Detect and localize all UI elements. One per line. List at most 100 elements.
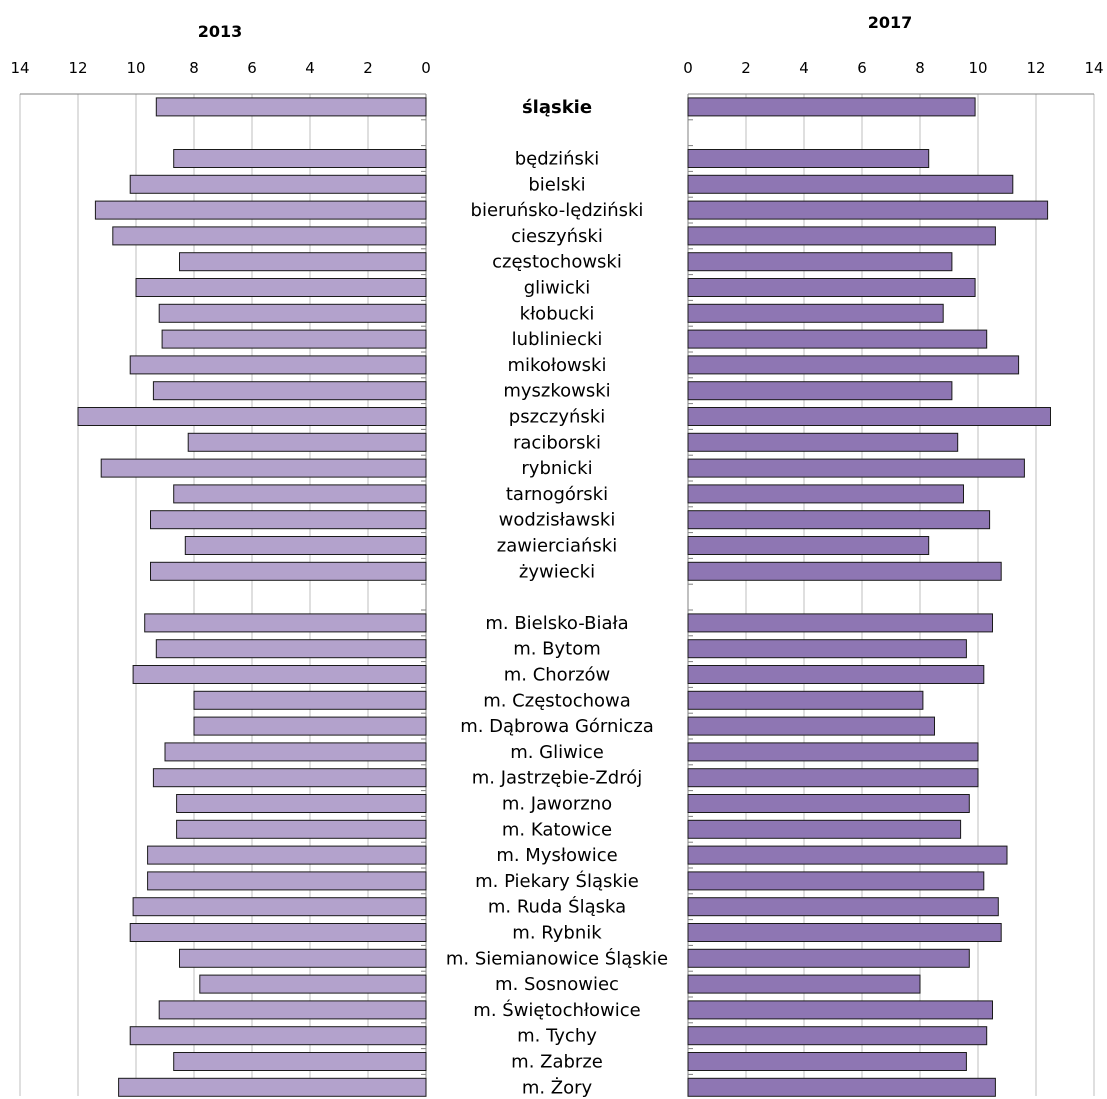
bar-2017 [687, 252, 953, 272]
right-x-tick-label: 2 [741, 59, 751, 77]
category-label: raciborski [513, 432, 601, 453]
category-label: tarnogórski [506, 484, 608, 505]
right-x-tick-label: 0 [683, 59, 693, 77]
bar-2013 [129, 1026, 427, 1046]
bar-2013 [129, 174, 427, 194]
bar-2013 [176, 794, 427, 813]
bar-2017 [687, 897, 999, 917]
bar-2013 [129, 355, 427, 375]
bar-2017 [687, 484, 964, 504]
bar-2013 [158, 1000, 427, 1020]
category-label: śląskie [522, 97, 592, 118]
bar-2013 [179, 252, 427, 272]
bar-2017 [687, 303, 944, 323]
bar-2013 [77, 407, 427, 426]
right-panel-title: 2017 [868, 13, 913, 32]
bar-2017 [687, 407, 1051, 426]
bar-2013 [118, 1077, 427, 1097]
category-label: m. Jastrzębie-Zdrój [472, 768, 642, 789]
bar-2017 [687, 226, 996, 246]
left-x-tick-label: 12 [68, 59, 87, 77]
bar-2013 [164, 742, 427, 762]
bar-2013 [144, 613, 427, 633]
bar-2013 [176, 819, 427, 839]
category-label: m. Bielsko-Biała [485, 613, 628, 634]
category-label: m. Ruda Śląska [488, 896, 626, 918]
right-x-tick-label: 6 [857, 59, 867, 77]
category-label: m. Gliwice [510, 742, 604, 763]
right-x-tick-label: 8 [915, 59, 925, 77]
bar-2017 [687, 845, 1008, 865]
bar-2013 [147, 845, 427, 865]
labels: 0 0 2 2 4 4 6 6 8 8 10 10 12 12 14 14 2013 2017 śląskie będ… [10, 13, 1103, 1098]
category-label: myszkowski [503, 381, 610, 402]
bar-2017 [687, 923, 1002, 942]
category-label: zawierciański [497, 536, 617, 557]
bar-2013 [100, 458, 427, 478]
bar-2017 [687, 278, 976, 297]
category-label: częstochowski [492, 252, 622, 273]
category-label: m. Świętochłowice [473, 999, 640, 1021]
axes [20, 93, 1094, 1075]
bar-2013 [132, 897, 427, 917]
right-x-tick-label: 4 [799, 59, 809, 77]
bar-2017 [687, 613, 993, 633]
bar-2013 [152, 768, 427, 788]
category-label: m. Mysłowice [496, 845, 617, 866]
bar-2017 [687, 1077, 996, 1097]
bar-2017 [687, 200, 1049, 220]
bar-2013 [152, 381, 427, 401]
category-label: bieruńsko-lędziński [471, 200, 644, 221]
bar-2017 [687, 355, 1020, 375]
bar-2013 [199, 974, 427, 994]
category-label: żywiecki [519, 561, 595, 582]
category-label: mikołowski [508, 355, 607, 376]
bar-2013 [193, 716, 427, 736]
left-x-tick-label: 2 [363, 59, 373, 77]
left-x-tick-label: 6 [247, 59, 257, 77]
category-label: lubliniecki [512, 329, 603, 350]
bar-2017 [687, 665, 985, 684]
category-label: m. Dąbrowa Górnicza [460, 716, 654, 737]
category-label: pszczyński [509, 407, 605, 428]
category-label: będziński [515, 149, 600, 170]
bar-2013 [184, 536, 427, 555]
category-label: rybnicki [521, 458, 592, 479]
bar-2017 [687, 432, 959, 452]
bar-2013 [187, 432, 427, 452]
category-label: gliwicki [524, 278, 590, 299]
bar-2013 [150, 510, 427, 530]
category-label: m. Katowice [502, 819, 612, 840]
bar-2017 [687, 1052, 967, 1071]
bars [77, 97, 1051, 1097]
bar-2013 [94, 200, 427, 220]
right-x-tick-label: 12 [1026, 59, 1045, 77]
bar-2017 [687, 561, 1002, 581]
category-label: m. Rybnik [512, 923, 602, 944]
bar-2017 [687, 1000, 993, 1020]
category-label: m. Tychy [517, 1026, 597, 1047]
category-label: m. Zabrze [511, 1052, 603, 1073]
bar-2017 [687, 871, 985, 891]
bar-2013 [129, 923, 427, 942]
category-label: bielski [528, 174, 585, 195]
right-x-tick-label: 14 [1084, 59, 1103, 77]
bar-2017 [687, 639, 967, 659]
bar-2017 [687, 819, 962, 839]
bar-2017 [687, 329, 988, 349]
bar-2013 [158, 303, 427, 323]
left-panel-title: 2013 [198, 22, 243, 41]
bar-2013 [173, 149, 427, 168]
bar-2013 [155, 639, 427, 659]
bar-2013 [112, 226, 427, 246]
bar-2017 [687, 716, 935, 736]
bar-2017 [687, 381, 953, 401]
bar-2013 [147, 871, 427, 891]
bar-2013 [132, 665, 427, 684]
bar-2013 [155, 97, 427, 117]
bar-2013 [193, 690, 427, 710]
category-label: m. Żory [522, 1077, 593, 1098]
bar-2017 [687, 948, 970, 968]
left-x-tick-label: 4 [305, 59, 315, 77]
